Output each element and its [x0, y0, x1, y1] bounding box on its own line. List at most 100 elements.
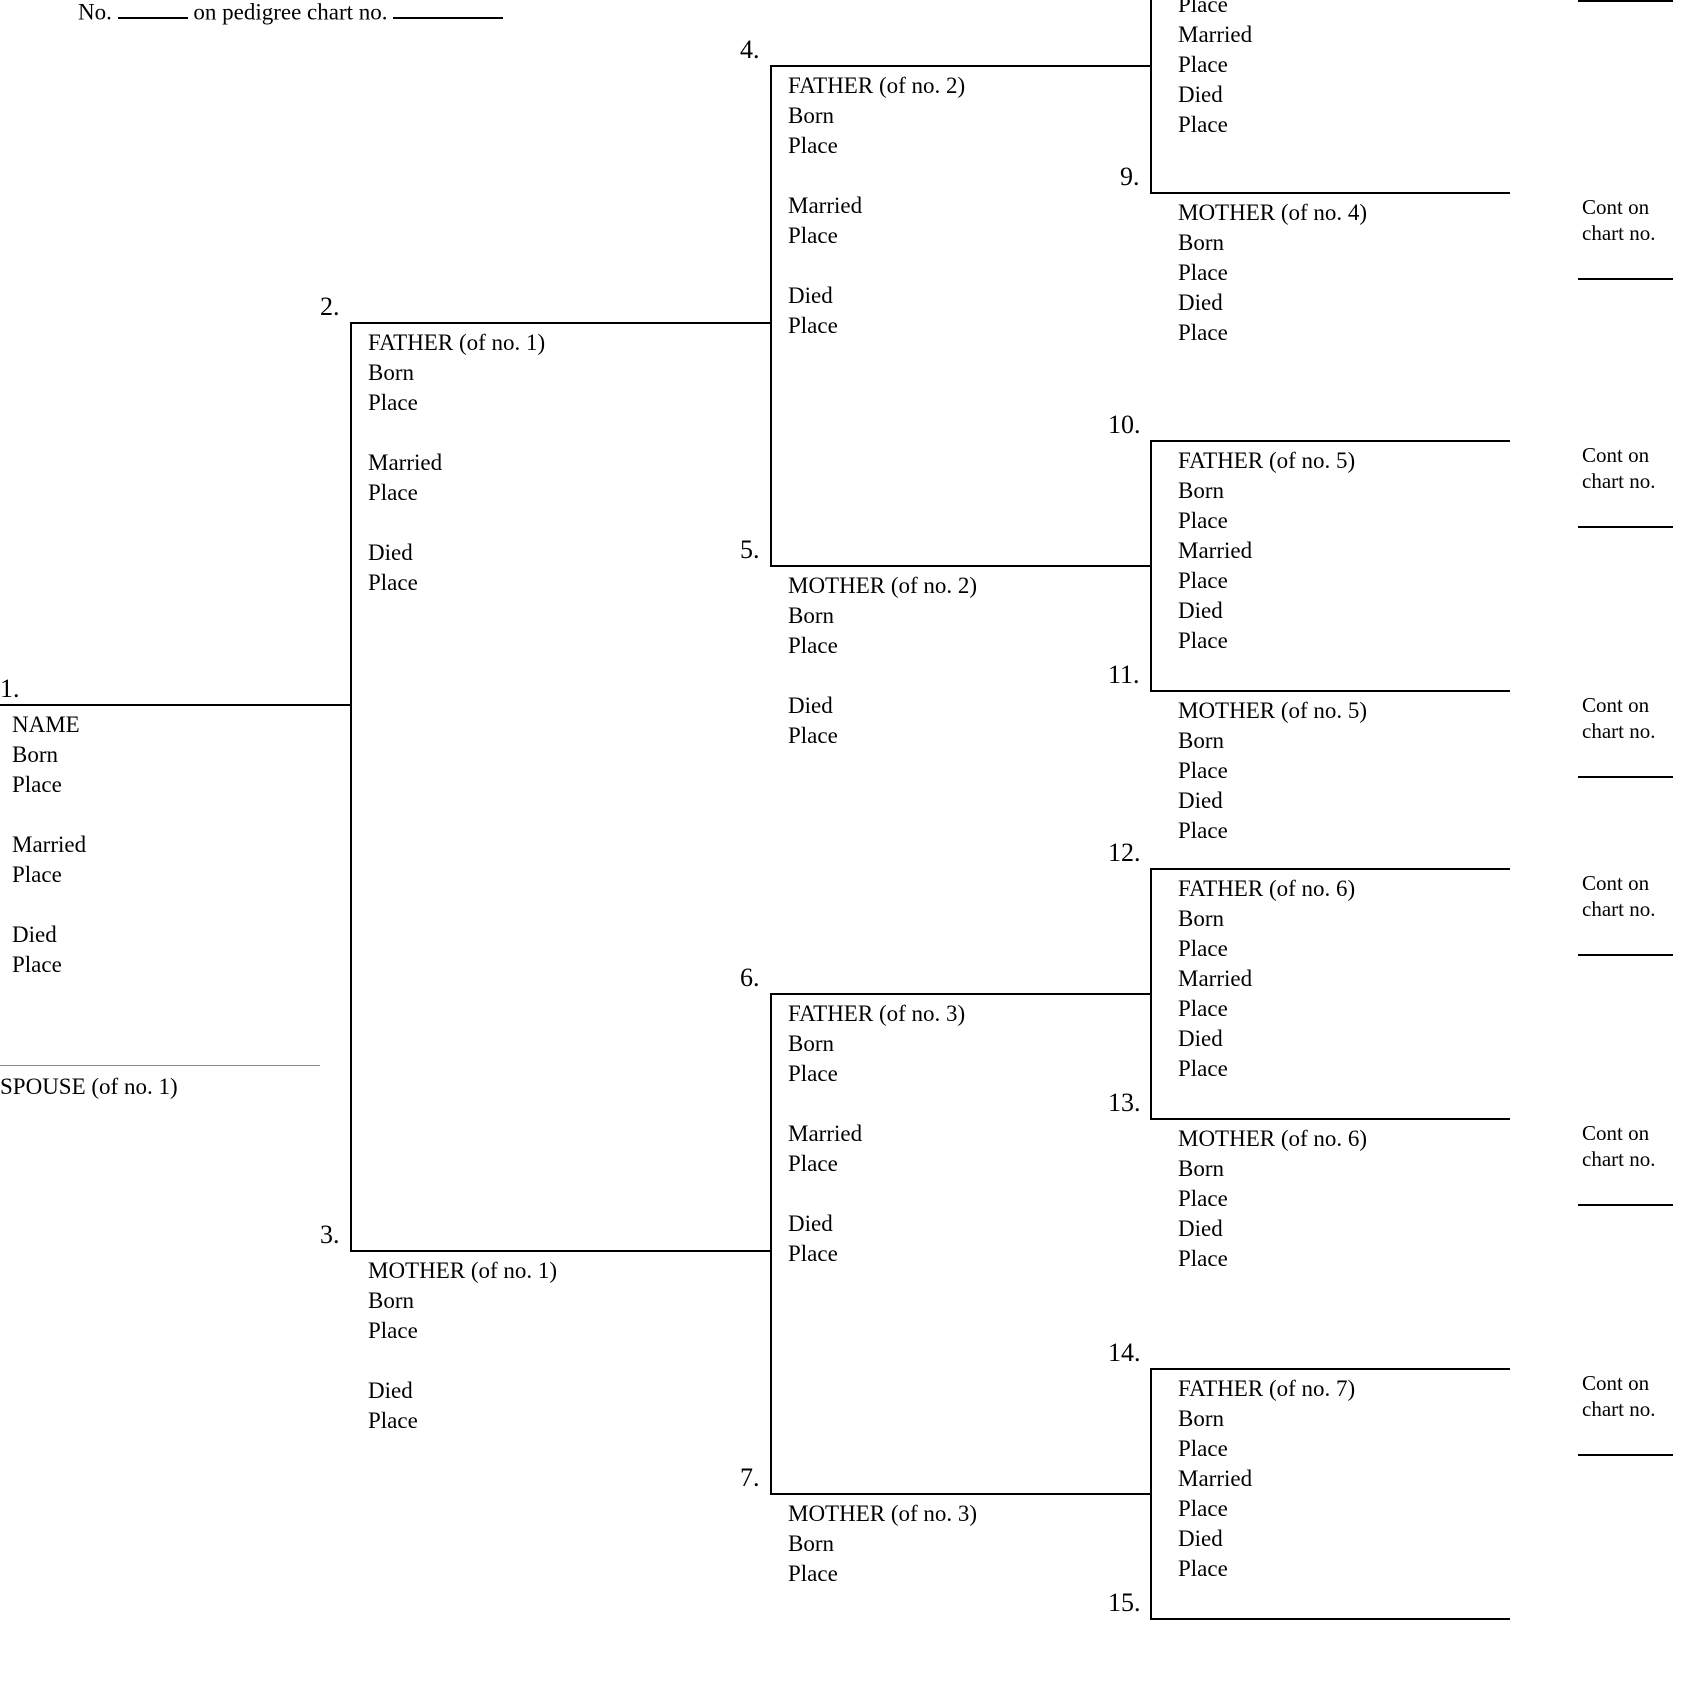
- person-6-died-place: Place: [788, 1239, 965, 1269]
- person-12-died-place: Place: [1178, 1054, 1355, 1084]
- person-6-number: 6.: [740, 963, 760, 993]
- person-14-born-place: Place: [1178, 1434, 1355, 1464]
- person-5-line: [770, 565, 1150, 567]
- person-4-number: 4.: [740, 35, 760, 65]
- person-5-died: Died: [788, 691, 977, 721]
- person-15-line: [1150, 1618, 1510, 1620]
- person-4-died-place: Place: [788, 311, 965, 341]
- person-11-number: 11.: [1108, 660, 1140, 690]
- person-6-line: [770, 993, 1150, 995]
- cont-line-12: [1578, 954, 1673, 956]
- person-2-married-place: Place: [368, 478, 545, 508]
- spouse-line: [0, 1065, 320, 1066]
- person-9-title: MOTHER (of no. 4): [1178, 198, 1367, 228]
- cont-9: Cont onchart no.: [1582, 194, 1655, 246]
- header-text: No. on pedigree chart no.: [78, 0, 503, 27]
- pedigree-chart: No. on pedigree chart no. 1. NAME Born P…: [0, 0, 1681, 1681]
- person-1-block: NAME Born Place Married Place Died Place: [12, 710, 86, 980]
- person-7-title: MOTHER (of no. 3): [788, 1499, 977, 1529]
- person-2-block: FATHER (of no. 1) Born Place Married Pla…: [368, 328, 545, 598]
- person-2-line: [350, 322, 770, 324]
- cont-line-14: [1578, 1454, 1673, 1456]
- person-5-number: 5.: [740, 535, 760, 565]
- bracket-2-upper: [770, 65, 772, 565]
- person-12-title: FATHER (of no. 6): [1178, 874, 1355, 904]
- person-9-died: Died: [1178, 288, 1367, 318]
- person-10-title: FATHER (of no. 5): [1178, 446, 1355, 476]
- person-9-line: [1150, 192, 1510, 194]
- bracket-7-upper: [1150, 1368, 1152, 1493]
- bracket-7-lower: [1150, 1493, 1152, 1618]
- person-8-place3: Place: [1178, 110, 1252, 140]
- person-4-line: [770, 65, 1150, 67]
- person-1-line: [0, 704, 350, 706]
- person-5-died-place: Place: [788, 721, 977, 751]
- person-8-died: Died: [1178, 80, 1252, 110]
- person-13-block: MOTHER (of no. 6) Born Place Died Place: [1178, 1124, 1367, 1274]
- person-6-married: Married: [788, 1119, 965, 1149]
- person-3-born-place: Place: [368, 1316, 557, 1346]
- person-1-born-label: Born: [12, 740, 86, 770]
- person-9-born-place: Place: [1178, 258, 1367, 288]
- person-13-died-place: Place: [1178, 1244, 1367, 1274]
- person-12-married-place: Place: [1178, 994, 1355, 1024]
- person-9-died-place: Place: [1178, 318, 1367, 348]
- person-13-died: Died: [1178, 1214, 1367, 1244]
- person-3-born: Born: [368, 1286, 557, 1316]
- person-7-block: MOTHER (of no. 3) Born Place: [788, 1499, 977, 1589]
- person-11-title: MOTHER (of no. 5): [1178, 696, 1367, 726]
- person-3-number: 3.: [320, 1220, 340, 1250]
- person-6-born: Born: [788, 1029, 965, 1059]
- person-12-line: [1150, 868, 1510, 870]
- person-8-place2: Place: [1178, 50, 1252, 80]
- person-14-married: Married: [1178, 1464, 1355, 1494]
- bracket-5-upper: [1150, 440, 1152, 565]
- cont-12: Cont onchart no.: [1582, 870, 1655, 922]
- cont-11: Cont onchart no.: [1582, 692, 1655, 744]
- cont-line-8: [1578, 0, 1673, 2]
- person-12-born: Born: [1178, 904, 1355, 934]
- person-12-block: FATHER (of no. 6) Born Place Married Pla…: [1178, 874, 1355, 1084]
- person-10-number: 10.: [1108, 410, 1141, 440]
- person-9-block: MOTHER (of no. 4) Born Place Died Place: [1178, 198, 1367, 348]
- person-14-born: Born: [1178, 1404, 1355, 1434]
- bracket-6-lower: [1150, 993, 1152, 1118]
- person-6-title: FATHER (of no. 3): [788, 999, 965, 1029]
- person-12-number: 12.: [1108, 838, 1141, 868]
- person-11-block: MOTHER (of no. 5) Born Place Died Place: [1178, 696, 1367, 846]
- cont-line-9: [1578, 278, 1673, 280]
- person-3-title: MOTHER (of no. 1): [368, 1256, 557, 1286]
- person-14-block: FATHER (of no. 7) Born Place Married Pla…: [1178, 1374, 1355, 1584]
- bracket-1: [350, 322, 352, 1250]
- person-8-married: Married: [1178, 20, 1252, 50]
- person-11-died: Died: [1178, 786, 1367, 816]
- person-7-number: 7.: [740, 1463, 760, 1493]
- bracket-4-upper: [1150, 0, 1152, 65]
- person-13-born-place: Place: [1178, 1184, 1367, 1214]
- person-4-died: Died: [788, 281, 965, 311]
- cont-13: Cont onchart no.: [1582, 1120, 1655, 1172]
- person-13-born: Born: [1178, 1154, 1367, 1184]
- person-4-married: Married: [788, 191, 965, 221]
- person-14-died-place: Place: [1178, 1554, 1355, 1584]
- person-10-died: Died: [1178, 596, 1355, 626]
- person-3-block: MOTHER (of no. 1) Born Place Died Place: [368, 1256, 557, 1436]
- person-4-married-place: Place: [788, 221, 965, 251]
- person-12-born-place: Place: [1178, 934, 1355, 964]
- person-11-line: [1150, 690, 1510, 692]
- person-15-number: 15.: [1108, 1588, 1141, 1618]
- person-13-title: MOTHER (of no. 6): [1178, 1124, 1367, 1154]
- spouse-label: SPOUSE (of no. 1): [0, 1072, 178, 1102]
- person-1-number: 1.: [0, 674, 20, 704]
- person-12-married: Married: [1178, 964, 1355, 994]
- person-1-died-label: Died: [12, 920, 86, 950]
- person-3-died-place: Place: [368, 1406, 557, 1436]
- person-3-died: Died: [368, 1376, 557, 1406]
- person-1-born-place-label: Place: [12, 770, 86, 800]
- person-7-born: Born: [788, 1529, 977, 1559]
- person-14-title: FATHER (of no. 7): [1178, 1374, 1355, 1404]
- person-8-place1: Place: [1178, 0, 1252, 20]
- cont-14: Cont onchart no.: [1582, 1370, 1655, 1422]
- person-12-died: Died: [1178, 1024, 1355, 1054]
- bracket-2-lower: [770, 993, 772, 1493]
